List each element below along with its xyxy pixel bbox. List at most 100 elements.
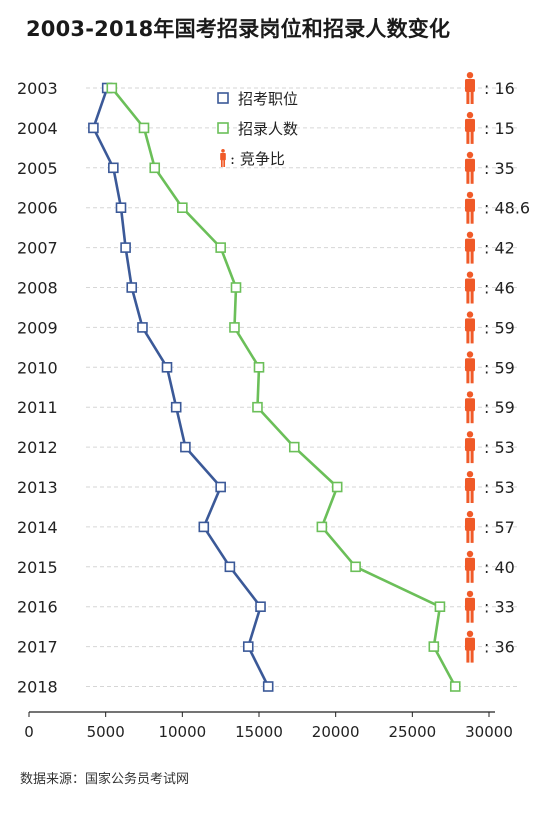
person-body [220, 152, 226, 161]
legend-label: 招考职位 [238, 90, 298, 108]
data-point [215, 481, 226, 493]
person-leg [466, 91, 470, 104]
person-head [466, 550, 474, 558]
person-leg [470, 250, 474, 264]
data-point [262, 681, 274, 692]
ratio-person-icon [465, 550, 475, 583]
legend-marker [217, 92, 229, 104]
data-point [230, 282, 242, 293]
ratio-person-icon [465, 391, 475, 424]
data-point [350, 561, 361, 573]
person-body [465, 438, 475, 452]
ratio-person-icon [465, 630, 475, 663]
person-leg [466, 210, 470, 224]
person-leg [466, 130, 470, 144]
ratio-value: : 59 [484, 318, 515, 337]
person-head [466, 630, 474, 637]
data-point [449, 681, 461, 692]
person-leg [470, 569, 474, 583]
person-head [466, 231, 474, 238]
data-point [434, 601, 446, 613]
person-head [466, 311, 474, 318]
person-leg [470, 410, 474, 424]
person-body [465, 358, 475, 372]
person-leg [466, 529, 470, 543]
person-body [465, 557, 475, 571]
ratio-value: : 40 [484, 558, 515, 577]
data-point [224, 561, 236, 573]
x-tick-label: 30000 [465, 723, 513, 741]
ratio-value: : 46 [484, 279, 515, 298]
x-tick-label: 15000 [235, 723, 283, 741]
person-leg [466, 250, 470, 264]
data-point [120, 242, 131, 253]
person-head [466, 72, 474, 79]
ratio-value: : 35 [484, 159, 515, 178]
person-body [465, 517, 475, 531]
data-point [138, 122, 150, 134]
category-label: 2016 [17, 598, 58, 617]
person-leg [466, 569, 470, 583]
person-body [465, 478, 475, 491]
data-point [180, 441, 191, 453]
data-point [253, 361, 265, 373]
ratio-person-icon [465, 471, 475, 503]
person-head [466, 271, 474, 278]
data-point [229, 322, 240, 333]
legend-marker [217, 122, 229, 134]
ratio-value: : 42 [484, 239, 515, 258]
person-head [466, 151, 474, 159]
person-leg [470, 290, 474, 304]
person-leg [466, 450, 470, 464]
category-label: 2006 [17, 199, 58, 218]
person-leg [466, 410, 470, 424]
person-head [466, 471, 474, 478]
person-leg [470, 370, 474, 384]
category-label: 2011 [17, 398, 58, 417]
ratio-value: : 59 [484, 398, 515, 417]
ratio-value: : 48.6 [484, 199, 530, 218]
person-leg [470, 330, 474, 344]
legend-ratio-label: : 竞争比 [230, 150, 285, 168]
person-leg [470, 450, 474, 464]
category-label: 2015 [17, 558, 58, 577]
ratio-value: : 33 [484, 598, 515, 617]
person-leg [470, 210, 474, 224]
x-tick-label: 10000 [158, 723, 206, 741]
data-point [242, 641, 254, 652]
category-label: 2017 [17, 638, 58, 657]
ratio-value: : 53 [484, 478, 515, 497]
data-point [198, 521, 210, 533]
data-point [288, 441, 300, 453]
category-label: 2012 [17, 438, 58, 457]
series-line-1 [92, 87, 270, 688]
data-point [255, 601, 266, 613]
person-leg [470, 130, 474, 144]
data-point [215, 242, 226, 253]
category-label: 2004 [17, 119, 58, 138]
ratio-person-icon [465, 111, 475, 144]
data-point [115, 202, 127, 213]
category-label: 2008 [17, 279, 58, 298]
category-label: 2007 [17, 239, 58, 258]
legend-person-icon [220, 149, 226, 167]
person-leg [466, 490, 470, 503]
person-body [465, 198, 475, 212]
data-point [177, 202, 188, 213]
ratio-person-icon [465, 510, 475, 543]
person-head [466, 111, 474, 119]
legend-label: 招录人数 [238, 120, 298, 138]
category-label: 2003 [17, 79, 58, 98]
person-body [465, 637, 475, 651]
x-tick-label: 5000 [87, 723, 125, 741]
person-leg [470, 529, 474, 543]
category-label: 2010 [17, 358, 58, 377]
person-leg [466, 330, 470, 344]
data-point [331, 481, 343, 493]
data-point [252, 401, 263, 413]
person-leg [470, 649, 474, 663]
person-body [465, 158, 475, 172]
ratio-value: : 53 [484, 438, 515, 457]
person-head [466, 351, 474, 358]
